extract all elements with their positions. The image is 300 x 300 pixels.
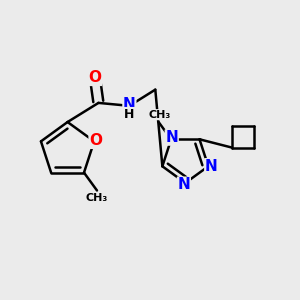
Text: O: O bbox=[88, 70, 101, 86]
Text: CH₃: CH₃ bbox=[148, 110, 171, 120]
Text: N: N bbox=[165, 130, 178, 145]
Text: O: O bbox=[89, 133, 102, 148]
Text: H: H bbox=[124, 108, 135, 121]
Text: N: N bbox=[123, 97, 136, 112]
Text: CH₃: CH₃ bbox=[86, 193, 108, 203]
Text: N: N bbox=[178, 177, 190, 192]
Text: N: N bbox=[205, 159, 217, 174]
